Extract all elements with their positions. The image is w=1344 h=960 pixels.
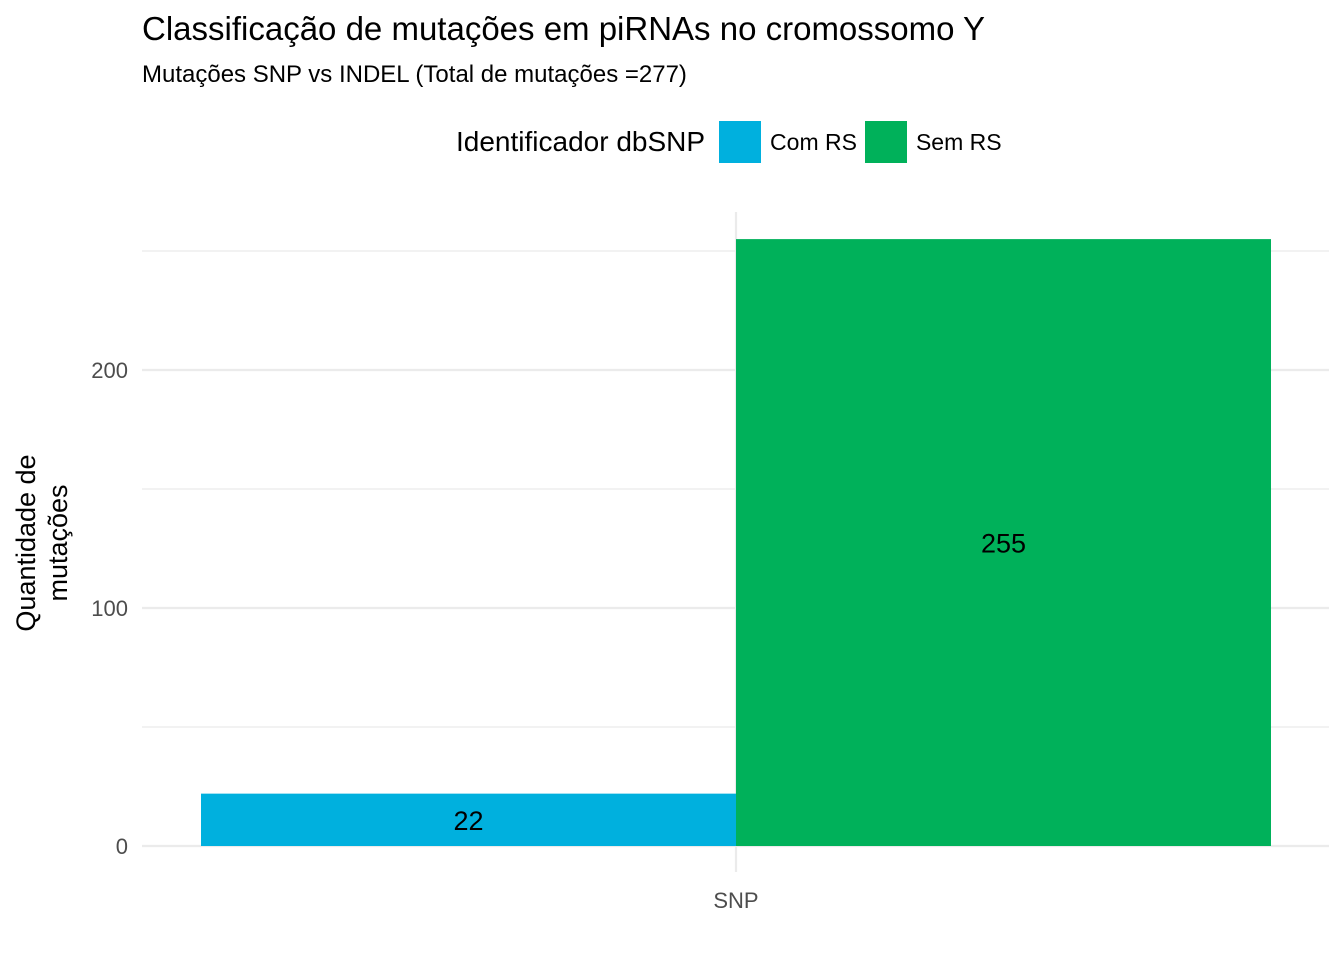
data-label: 255 <box>981 529 1026 559</box>
bar-com-rs <box>201 793 736 846</box>
chart-title: Classificação de mutações em piRNAs no c… <box>142 10 986 47</box>
legend-key-sem-rs <box>864 121 907 163</box>
legend-title: Identificador dbSNP <box>456 126 706 157</box>
y-tick-label: 0 <box>116 834 128 859</box>
legend-item-sem-rs: Sem RS <box>864 121 1002 163</box>
legend-label-sem-rs: Sem RS <box>915 128 1002 155</box>
y-tick-label: 200 <box>91 358 128 383</box>
bar-sem-rs <box>736 239 1271 847</box>
legend: Identificador dbSNP Com RS Sem RS <box>456 120 1010 164</box>
legend-label-com-rs: Com RS <box>770 128 857 155</box>
legend-key-com-rs <box>719 121 762 163</box>
y-tick-label: 100 <box>91 596 128 621</box>
legend-item-com-rs: Com RS <box>719 121 857 163</box>
chart-subtitle: Mutações SNP vs INDEL (Total de mutações… <box>142 61 687 88</box>
data-label: 22 <box>453 806 483 836</box>
x-tick-label: SNP <box>713 888 758 913</box>
